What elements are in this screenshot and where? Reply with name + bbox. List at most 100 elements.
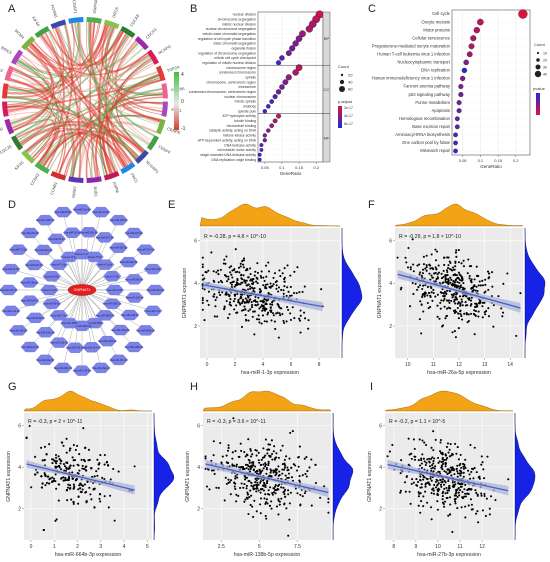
dot	[269, 123, 275, 129]
scatter-point	[443, 505, 446, 508]
scatter-point	[413, 458, 417, 461]
facet-label: CC	[324, 87, 330, 92]
scatter-point	[424, 463, 427, 467]
x-tick-label: 0.2	[513, 158, 519, 163]
chord-link	[17, 31, 62, 141]
scatter-point	[109, 478, 112, 481]
scatter-point	[449, 469, 452, 472]
term-label: p53 signaling pathway	[409, 92, 451, 97]
scatter-point	[473, 284, 476, 288]
term-label: tubulin binding	[234, 119, 256, 123]
scatter-point	[443, 256, 446, 259]
x-tick-label: 5	[146, 544, 149, 550]
scatter-point	[262, 484, 265, 488]
scatter-point	[78, 453, 81, 456]
scatter-point	[299, 309, 302, 312]
scatter-point	[289, 431, 292, 434]
scatter-point	[437, 271, 441, 274]
dot	[265, 104, 271, 109]
scatter-point	[77, 488, 80, 491]
y-tick-label: 4	[18, 465, 21, 471]
chord-gene-label: TOP2A	[166, 64, 180, 73]
legend-title: Count	[338, 64, 350, 69]
network-edge	[81, 232, 90, 291]
term-label: condensed chromosome, centromeric region	[189, 90, 256, 94]
term-label: chromosome, centromeric region	[206, 80, 256, 84]
scatter-point	[88, 458, 91, 461]
scatter-point	[439, 451, 443, 455]
scatter-point	[454, 502, 457, 505]
mirna-label: hsa-let-7a-5p	[42, 289, 57, 292]
dot	[460, 75, 466, 82]
legend-count-dot	[339, 79, 345, 85]
chord-arc	[120, 161, 136, 175]
mirna-network: hsa-miR-26a-5phsa-miR-1-3phsa-miR-664b-3…	[0, 204, 165, 376]
scatter-point	[289, 285, 292, 288]
y-tick-label: 2	[389, 324, 392, 330]
network-edge	[56, 238, 83, 291]
mirna-node	[50, 337, 69, 348]
scatter-point	[459, 302, 462, 305]
dot	[279, 84, 285, 90]
scatter-point	[488, 272, 491, 275]
scatter-point	[62, 463, 66, 466]
scatter-point	[461, 490, 464, 494]
scatter-point	[417, 504, 420, 507]
scatter-point	[426, 458, 429, 461]
scatter-point	[420, 457, 423, 460]
scatter-point	[428, 272, 431, 275]
scatter-point	[243, 305, 246, 308]
x-axis-label: GeneRatio	[280, 171, 302, 176]
mirna-node	[124, 341, 144, 353]
scatter-point	[477, 315, 480, 318]
dot	[269, 99, 275, 104]
scatter-point	[418, 438, 421, 441]
chord-arc	[34, 161, 50, 175]
scatter-point	[417, 459, 420, 462]
scatter-point	[418, 284, 422, 287]
term-label: Fanconi anemia pathway	[403, 84, 450, 89]
scatter-point	[265, 303, 268, 306]
scatter-point	[262, 307, 265, 310]
mirna-node	[26, 312, 45, 323]
scatter-point	[93, 475, 96, 478]
scatter-point	[432, 492, 435, 495]
term-label: Human immunodeficiency virus 1 infection	[372, 76, 451, 81]
scatter-point	[249, 267, 252, 270]
scatter-point	[201, 278, 204, 281]
mirna-label: hsa-miR-3922-5p	[73, 325, 92, 328]
chord-arc	[86, 17, 102, 24]
dot	[275, 60, 282, 66]
scatter-point	[459, 309, 462, 312]
center-gene-node	[67, 284, 97, 296]
scatter-point	[262, 467, 265, 470]
scatter-point	[450, 278, 453, 281]
scatter-point	[506, 272, 509, 275]
scatter-point	[101, 476, 104, 479]
scatter-point	[423, 291, 427, 294]
scatter-point	[262, 276, 265, 279]
legend-count-label: 20	[543, 59, 547, 63]
scatter-point	[204, 455, 207, 458]
scatter-point	[457, 249, 460, 252]
scatter-point	[443, 487, 446, 490]
scatter-point	[239, 486, 242, 489]
scatter-point	[257, 296, 260, 299]
scatter-point	[63, 465, 67, 468]
scatter-point	[241, 466, 244, 469]
scatter-point	[415, 484, 418, 487]
scatter-point	[270, 439, 273, 442]
scatter-point	[277, 513, 280, 516]
chord-link	[7, 25, 109, 95]
x-density	[384, 390, 514, 412]
scatter-point	[213, 315, 216, 318]
scatter-point	[267, 460, 270, 463]
scatter-point	[485, 497, 488, 500]
dot	[454, 124, 460, 130]
scatter-point	[201, 274, 204, 277]
scatter-point	[418, 464, 422, 467]
scatter-point	[203, 277, 206, 280]
scatter-point	[447, 489, 451, 492]
scatter-point	[412, 263, 415, 266]
scatter-point	[256, 481, 259, 484]
